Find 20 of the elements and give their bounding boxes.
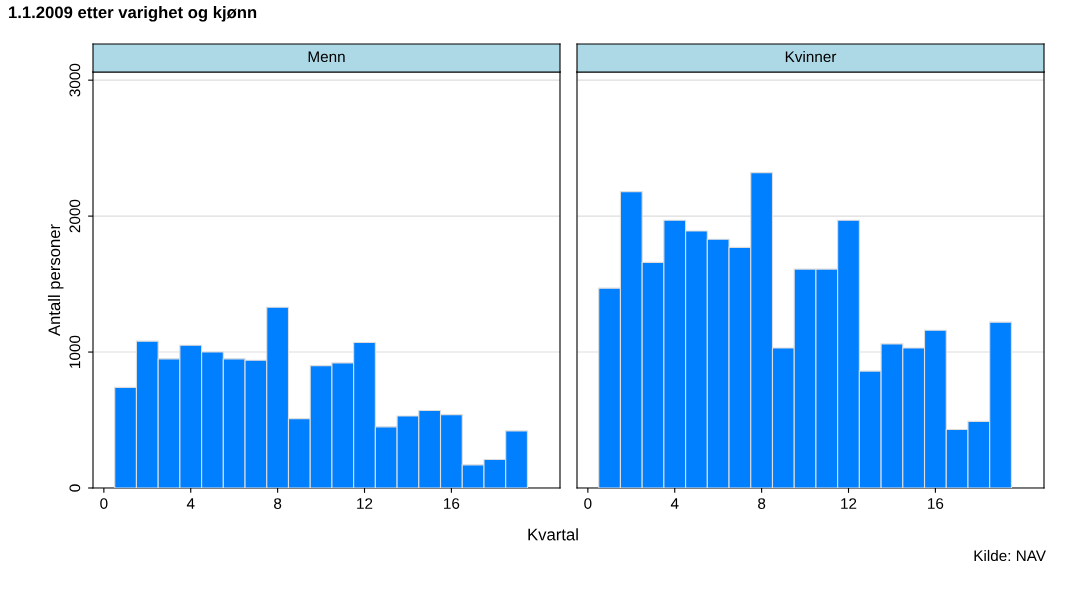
y-tick-label: 0 <box>69 484 81 492</box>
x-tick-label: 12 <box>841 498 857 509</box>
x-axis-title: Kvartal <box>528 528 578 541</box>
x-tick-label: 16 <box>444 498 460 509</box>
text: 1.1.2009 etter varighet og kjønn <box>9 6 257 22</box>
x-tick-label: 16 <box>928 498 944 509</box>
x-tick-label: 8 <box>758 498 766 509</box>
y-tick-label: 2000 <box>69 199 81 233</box>
chart-title: Menn <box>308 51 345 63</box>
x-tick-label: 8 <box>274 498 282 509</box>
x-tick-label: 4 <box>186 498 195 509</box>
x-tick-label: 12 <box>357 498 373 509</box>
x-tick-label: 0 <box>100 498 108 509</box>
x-tick-label: 0 <box>584 498 592 509</box>
y-tick-label: 3000 <box>69 63 81 97</box>
chart-title: Kvinner <box>785 50 837 63</box>
text: Kilde: NAV <box>974 549 1046 562</box>
x-tick-label: 4 <box>670 498 679 509</box>
y-axis-title: Antall personer <box>47 224 64 337</box>
y-tick-label: 1000 <box>69 335 81 368</box>
